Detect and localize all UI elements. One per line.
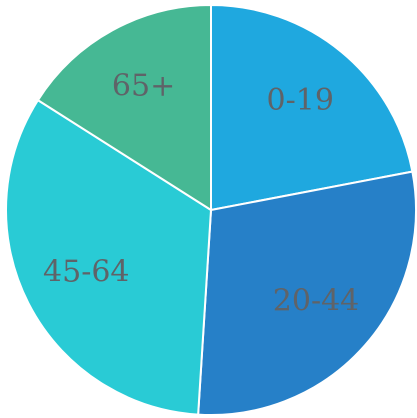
pie-label-65+: 65+ xyxy=(112,68,175,103)
pie-slice-45-64 xyxy=(5,98,213,416)
pie-label-45-64: 45-64 xyxy=(43,255,129,290)
pie-slice-0-19 xyxy=(210,3,414,212)
pie-slice-20-44 xyxy=(197,170,417,416)
pie-label-0-19: 0-19 xyxy=(267,83,334,118)
pie-label-20-44: 20-44 xyxy=(273,284,359,319)
pie-slice-65+ xyxy=(36,3,212,212)
pie-slices xyxy=(5,3,417,416)
pie-labels: 0-19 20-44 45-64 65+ xyxy=(43,68,359,318)
